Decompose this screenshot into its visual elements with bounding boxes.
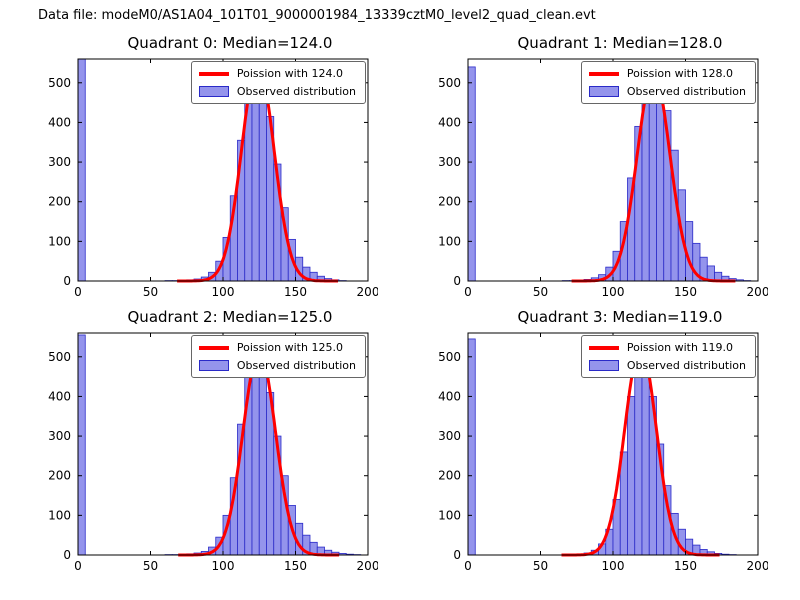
svg-text:300: 300 bbox=[438, 155, 461, 169]
observed-patch-swatch bbox=[588, 360, 619, 371]
legend-label-observed: Observed distribution bbox=[626, 359, 746, 372]
svg-text:500: 500 bbox=[48, 350, 71, 364]
legend-quadrant-2: Poission with 125.0 Observed distributio… bbox=[190, 335, 366, 378]
legend-label-poisson: Poission with 124.0 bbox=[236, 67, 343, 80]
plot-area-quadrant-0: 0 50 100 150 200 0 100 200 300 400 500 Poission wi… bbox=[22, 55, 378, 303]
svg-text:200: 200 bbox=[357, 559, 378, 573]
legend-label-poisson: Poission with 119.0 bbox=[626, 341, 733, 354]
svg-text:50: 50 bbox=[143, 559, 158, 573]
svg-text:0: 0 bbox=[74, 559, 82, 573]
svg-text:100: 100 bbox=[48, 234, 71, 248]
svg-text:50: 50 bbox=[143, 285, 158, 299]
svg-text:100: 100 bbox=[438, 508, 461, 522]
svg-text:100: 100 bbox=[602, 559, 625, 573]
legend-quadrant-1: Poission with 128.0 Observed distributio… bbox=[580, 61, 756, 104]
svg-text:200: 200 bbox=[747, 285, 768, 299]
svg-text:200: 200 bbox=[747, 559, 768, 573]
svg-text:400: 400 bbox=[438, 389, 461, 403]
legend-row-observed: Observed distribution bbox=[198, 359, 356, 372]
svg-text:200: 200 bbox=[48, 469, 71, 483]
plot-area-quadrant-3: 0 50 100 150 200 0 100 200 300 400 500 Poission wi… bbox=[412, 329, 768, 577]
legend-row-observed: Observed distribution bbox=[198, 85, 356, 98]
svg-text:0: 0 bbox=[453, 274, 461, 288]
histogram-plot-quadrant-3: 0 50 100 150 200 0 100 200 300 400 500 bbox=[438, 332, 768, 573]
subplot-title-quadrant-1: Quadrant 1: Median=128.0 bbox=[517, 34, 723, 52]
plot-area-quadrant-1: 0 50 100 150 200 0 100 200 300 400 500 Poission wi… bbox=[412, 55, 768, 303]
legend-label-poisson: Poission with 128.0 bbox=[626, 67, 733, 80]
subplot-quadrant-1: Quadrant 1: Median=128.0 0 50 100 150 200 0 10… bbox=[412, 34, 782, 303]
subplot-quadrant-2: Quadrant 2: Median=125.0 0 50 100 150 200 0 10… bbox=[22, 308, 392, 577]
svg-text:400: 400 bbox=[48, 115, 71, 129]
poisson-line-swatch bbox=[198, 71, 229, 76]
svg-text:100: 100 bbox=[212, 285, 235, 299]
subplot-quadrant-0: Quadrant 0: Median=124.0 0 50 100 150 200 0 10… bbox=[22, 34, 392, 303]
svg-text:50: 50 bbox=[533, 285, 548, 299]
histogram-plot-quadrant-1: 0 50 100 150 200 0 100 200 300 400 500 bbox=[438, 58, 768, 299]
svg-text:300: 300 bbox=[438, 429, 461, 443]
svg-text:200: 200 bbox=[48, 195, 71, 209]
observed-patch-swatch bbox=[198, 86, 229, 97]
svg-text:100: 100 bbox=[48, 508, 71, 522]
subplot-title-quadrant-2: Quadrant 2: Median=125.0 bbox=[127, 308, 333, 326]
legend-row-poisson: Poission with 128.0 bbox=[588, 67, 746, 80]
svg-text:150: 150 bbox=[284, 285, 307, 299]
legend-row-observed: Observed distribution bbox=[588, 359, 746, 372]
legend-quadrant-3: Poission with 119.0 Observed distributio… bbox=[580, 335, 756, 378]
legend-label-observed: Observed distribution bbox=[236, 359, 356, 372]
legend-row-poisson: Poission with 119.0 bbox=[588, 341, 746, 354]
poisson-line-swatch bbox=[588, 71, 619, 76]
subplot-title-quadrant-0: Quadrant 0: Median=124.0 bbox=[127, 34, 333, 52]
svg-text:100: 100 bbox=[602, 285, 625, 299]
svg-text:50: 50 bbox=[533, 559, 548, 573]
svg-text:400: 400 bbox=[48, 389, 71, 403]
legend-quadrant-0: Poission with 124.0 Observed distributio… bbox=[190, 61, 366, 104]
poisson-line-swatch bbox=[588, 345, 619, 350]
svg-text:150: 150 bbox=[674, 285, 697, 299]
svg-text:200: 200 bbox=[438, 195, 461, 209]
observed-patch-swatch bbox=[588, 86, 619, 97]
legend-label-poisson: Poission with 125.0 bbox=[236, 341, 343, 354]
svg-text:200: 200 bbox=[357, 285, 378, 299]
legend-label-observed: Observed distribution bbox=[236, 85, 356, 98]
subplot-title-quadrant-3: Quadrant 3: Median=119.0 bbox=[517, 308, 723, 326]
svg-text:0: 0 bbox=[464, 285, 472, 299]
svg-text:200: 200 bbox=[438, 469, 461, 483]
svg-text:150: 150 bbox=[674, 559, 697, 573]
svg-text:300: 300 bbox=[48, 429, 71, 443]
svg-text:300: 300 bbox=[48, 155, 71, 169]
svg-text:100: 100 bbox=[212, 559, 235, 573]
legend-label-observed: Observed distribution bbox=[626, 85, 746, 98]
subplot-quadrant-3: Quadrant 3: Median=119.0 0 50 100 150 200 0 10… bbox=[412, 308, 782, 577]
svg-text:100: 100 bbox=[438, 234, 461, 248]
svg-text:500: 500 bbox=[48, 76, 71, 90]
svg-text:400: 400 bbox=[438, 115, 461, 129]
svg-text:500: 500 bbox=[438, 350, 461, 364]
poisson-line-swatch bbox=[198, 345, 229, 350]
svg-text:0: 0 bbox=[63, 274, 71, 288]
svg-text:500: 500 bbox=[438, 76, 461, 90]
svg-text:0: 0 bbox=[74, 285, 82, 299]
legend-row-poisson: Poission with 124.0 bbox=[198, 67, 356, 80]
svg-text:150: 150 bbox=[284, 559, 307, 573]
plot-area-quadrant-2: 0 50 100 150 200 0 100 200 300 400 500 Poission wi… bbox=[22, 329, 378, 577]
svg-text:0: 0 bbox=[453, 548, 461, 562]
observed-patch-swatch bbox=[198, 360, 229, 371]
legend-row-poisson: Poission with 125.0 bbox=[198, 341, 356, 354]
legend-row-observed: Observed distribution bbox=[588, 85, 746, 98]
figure-title: Data file: modeM0/AS1A04_101T01_90000019… bbox=[38, 8, 596, 23]
svg-text:0: 0 bbox=[63, 548, 71, 562]
svg-text:0: 0 bbox=[464, 559, 472, 573]
